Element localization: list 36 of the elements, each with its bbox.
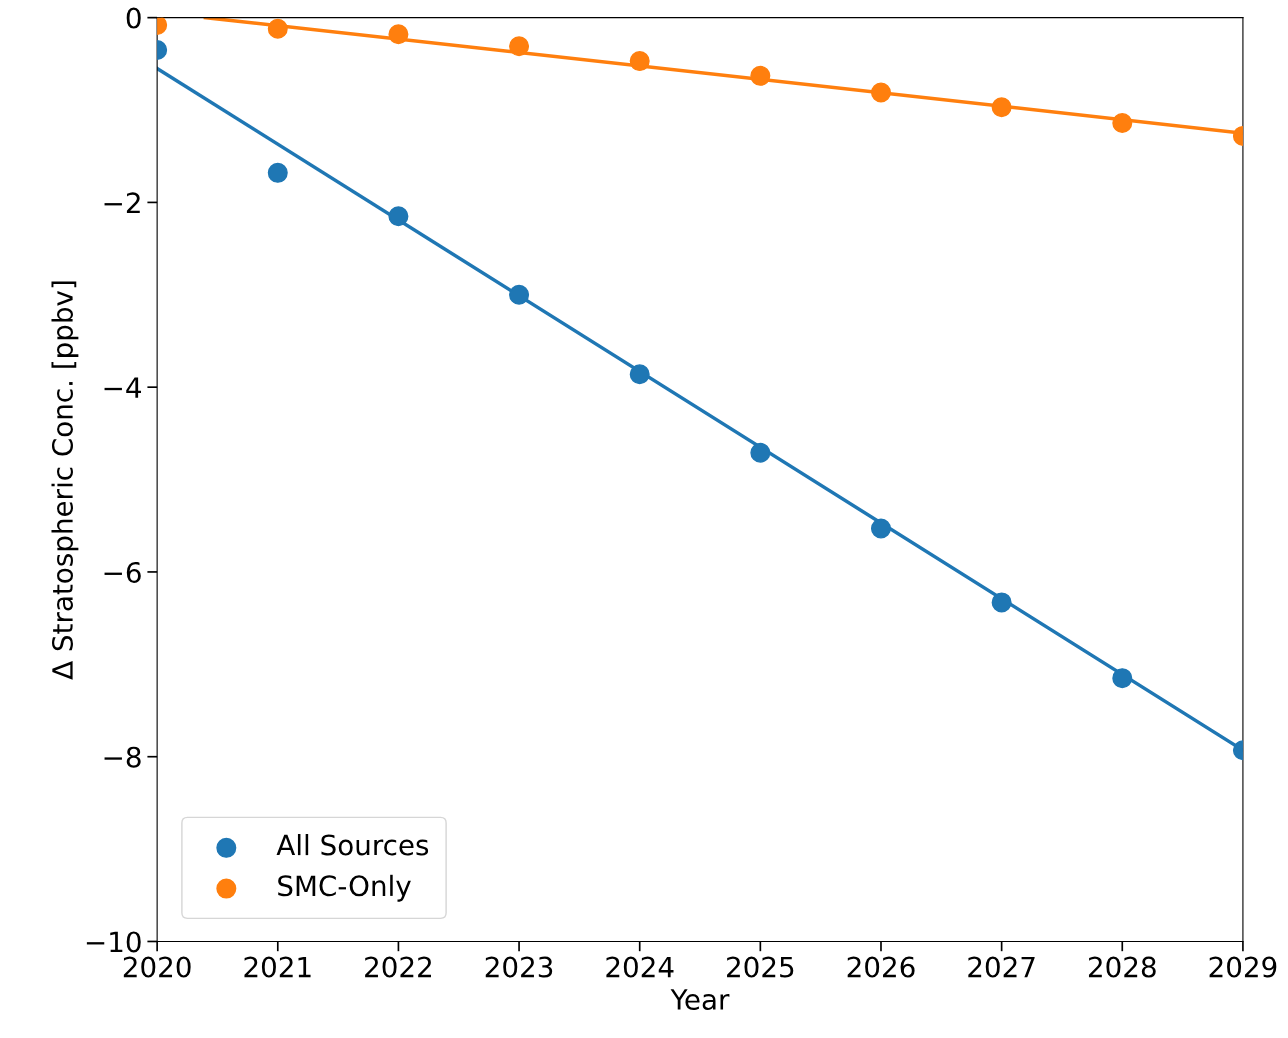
point xyxy=(388,206,409,227)
point xyxy=(1112,668,1133,689)
point xyxy=(509,36,530,57)
x-tick-label: 2027 xyxy=(968,956,1035,978)
point xyxy=(267,18,288,39)
y-tick-label: 0 xyxy=(126,7,141,29)
point xyxy=(991,592,1012,613)
point xyxy=(870,82,892,103)
y-tick-label: −10 xyxy=(86,931,141,953)
x-tick-label: 2021 xyxy=(244,956,311,978)
x-axis-title: Year xyxy=(670,989,730,1010)
x-tick-label: 2020 xyxy=(123,956,191,978)
x-tick-label: 2023 xyxy=(485,956,553,978)
point xyxy=(267,162,288,183)
point xyxy=(629,364,650,385)
x-tick-label: 2024 xyxy=(606,956,674,978)
y-tick-label: −6 xyxy=(104,561,141,583)
point xyxy=(750,442,771,463)
y-axis-title: Δ Stratospheric Conc. [ppbv] xyxy=(51,281,79,680)
point xyxy=(991,97,1012,118)
point xyxy=(870,518,892,539)
x-tick-label: 2025 xyxy=(727,956,794,978)
y-tick-label: −2 xyxy=(104,192,140,213)
x-tick-label: 2029 xyxy=(1209,956,1277,978)
legend-label: SMC-Only xyxy=(278,874,411,902)
point xyxy=(629,51,650,72)
point xyxy=(1112,112,1133,133)
x-tick-label: 2028 xyxy=(1088,956,1156,978)
legend-label: All Sources xyxy=(276,834,429,856)
x-tick-label: 2026 xyxy=(847,956,915,978)
y-tick-label: −8 xyxy=(104,746,141,768)
x-tick-label: 2022 xyxy=(365,956,431,978)
point xyxy=(388,24,409,45)
point xyxy=(509,284,530,305)
y-tick-label: −4 xyxy=(104,377,141,398)
point xyxy=(750,65,771,86)
